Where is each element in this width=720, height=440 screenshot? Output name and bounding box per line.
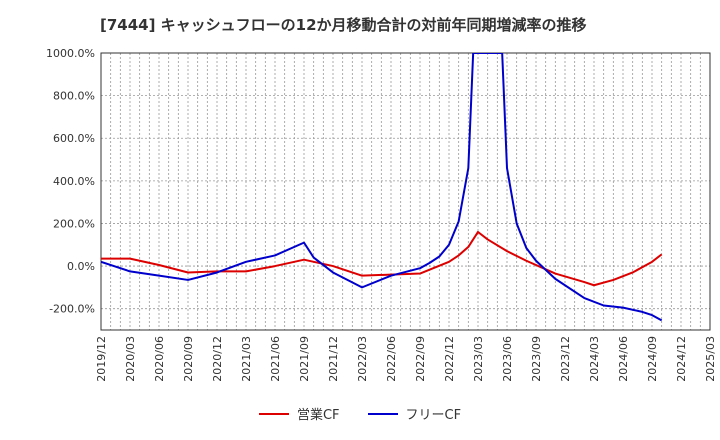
x-tick-label: 2019/12 (95, 336, 108, 382)
plot-frame (100, 52, 711, 331)
legend-item-operating-cf: 営業CF (258, 404, 340, 423)
legend-swatch-free-cf (367, 412, 398, 415)
x-tick-label: 2022/03 (356, 336, 369, 382)
x-tick-label: 2024/12 (675, 336, 688, 382)
x-tick-label: 2023/06 (501, 336, 514, 382)
legend-label-operating-cf: 営業CF (296, 408, 340, 423)
legend: 営業CF フリーCF (0, 404, 720, 423)
legend-label-free-cf: フリーCF (405, 408, 462, 423)
x-tick-label: 2025/03 (704, 336, 717, 382)
legend-swatch-operating-cf (258, 412, 289, 415)
plot-background (101, 53, 710, 330)
y-tick-label: 1000.0% (46, 47, 95, 60)
y-tick-label: 400.0% (53, 175, 95, 188)
x-tick-label: 2021/12 (327, 336, 340, 382)
x-tick-label: 2024/03 (588, 336, 601, 382)
series-line-free-cf (101, 53, 663, 322)
legend-item-free-cf: フリーCF (367, 404, 462, 423)
x-tick-label: 2022/06 (385, 336, 398, 382)
x-tick-label: 2021/03 (240, 336, 253, 382)
x-tick-label: 2020/09 (182, 336, 195, 382)
x-tick-label: 2023/03 (472, 336, 485, 382)
x-tick-label: 2021/09 (298, 336, 311, 382)
chart-title: [7444] キャッシュフローの12か月移動合計の対前年同期増減率の推移 (100, 16, 587, 34)
y-tick-label: -200.0% (49, 303, 95, 316)
x-tick-label: 2024/09 (646, 336, 659, 382)
x-tick-label: 2022/09 (414, 336, 427, 382)
x-tick-label: 2020/03 (124, 336, 137, 382)
x-tick-label: 2020/06 (153, 336, 166, 382)
y-tick-label: 0.0% (67, 260, 95, 273)
y-tick-label: 800.0% (53, 90, 95, 103)
x-tick-label: 2022/12 (443, 336, 456, 382)
y-tick-label: 200.0% (53, 217, 95, 230)
x-tick-label: 2023/09 (530, 336, 543, 382)
y-tick-label: 600.0% (53, 132, 95, 145)
x-tick-label: 2024/06 (617, 336, 630, 382)
x-tick-label: 2021/06 (269, 336, 282, 382)
x-tick-label: 2023/12 (559, 336, 572, 382)
x-tick-label: 2020/12 (211, 336, 224, 382)
